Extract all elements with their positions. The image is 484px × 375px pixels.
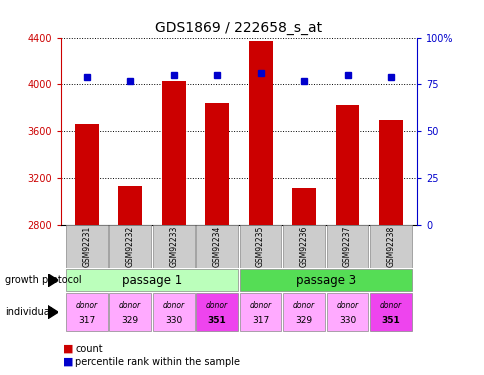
Bar: [239, 269, 411, 291]
Bar: [152, 225, 194, 268]
Text: 317: 317: [252, 316, 269, 326]
Text: GSM92233: GSM92233: [169, 226, 178, 267]
Text: passage 3: passage 3: [295, 274, 355, 287]
Bar: [326, 293, 368, 331]
Text: passage 1: passage 1: [121, 274, 182, 287]
Bar: [109, 225, 151, 268]
Text: GSM92231: GSM92231: [82, 226, 91, 267]
Text: GSM92236: GSM92236: [299, 226, 308, 267]
Text: percentile rank within the sample: percentile rank within the sample: [75, 357, 240, 367]
Text: 317: 317: [78, 316, 95, 326]
Bar: [66, 293, 107, 331]
Bar: [66, 269, 238, 291]
Bar: [369, 293, 411, 331]
Bar: [291, 188, 316, 225]
Bar: [248, 41, 272, 225]
Text: growth protocol: growth protocol: [5, 275, 81, 285]
Text: donor: donor: [119, 301, 141, 310]
Text: ■: ■: [63, 357, 74, 367]
Bar: [239, 293, 281, 331]
Bar: [196, 225, 238, 268]
Bar: [378, 120, 402, 225]
Text: donor: donor: [162, 301, 184, 310]
Bar: [326, 225, 368, 268]
Bar: [118, 186, 142, 225]
Bar: [196, 293, 238, 331]
Text: 330: 330: [338, 316, 355, 326]
Bar: [152, 293, 194, 331]
Text: 330: 330: [165, 316, 182, 326]
Bar: [335, 105, 359, 225]
Bar: [161, 81, 185, 225]
Text: donor: donor: [292, 301, 315, 310]
Text: GSM92238: GSM92238: [386, 226, 394, 267]
Text: 351: 351: [207, 316, 226, 326]
Text: 329: 329: [121, 316, 138, 326]
Text: count: count: [75, 344, 103, 354]
Polygon shape: [47, 273, 58, 287]
Text: GSM92237: GSM92237: [342, 226, 351, 267]
Bar: [109, 293, 151, 331]
Text: donor: donor: [249, 301, 271, 310]
Text: ■: ■: [63, 344, 74, 354]
Text: donor: donor: [206, 301, 227, 310]
Bar: [283, 293, 324, 331]
Bar: [239, 225, 281, 268]
Text: GSM92232: GSM92232: [125, 226, 135, 267]
Text: 329: 329: [295, 316, 312, 326]
Bar: [75, 124, 98, 225]
Text: individual: individual: [5, 307, 52, 317]
Text: donor: donor: [379, 301, 401, 310]
Polygon shape: [47, 305, 58, 319]
Bar: [369, 225, 411, 268]
Text: 351: 351: [381, 316, 400, 326]
Bar: [66, 225, 107, 268]
Text: GSM92235: GSM92235: [256, 226, 265, 267]
Text: GSM92234: GSM92234: [212, 226, 221, 267]
Text: donor: donor: [336, 301, 358, 310]
Bar: [283, 225, 324, 268]
Text: donor: donor: [76, 301, 98, 310]
Title: GDS1869 / 222658_s_at: GDS1869 / 222658_s_at: [155, 21, 322, 35]
Bar: [205, 103, 228, 225]
